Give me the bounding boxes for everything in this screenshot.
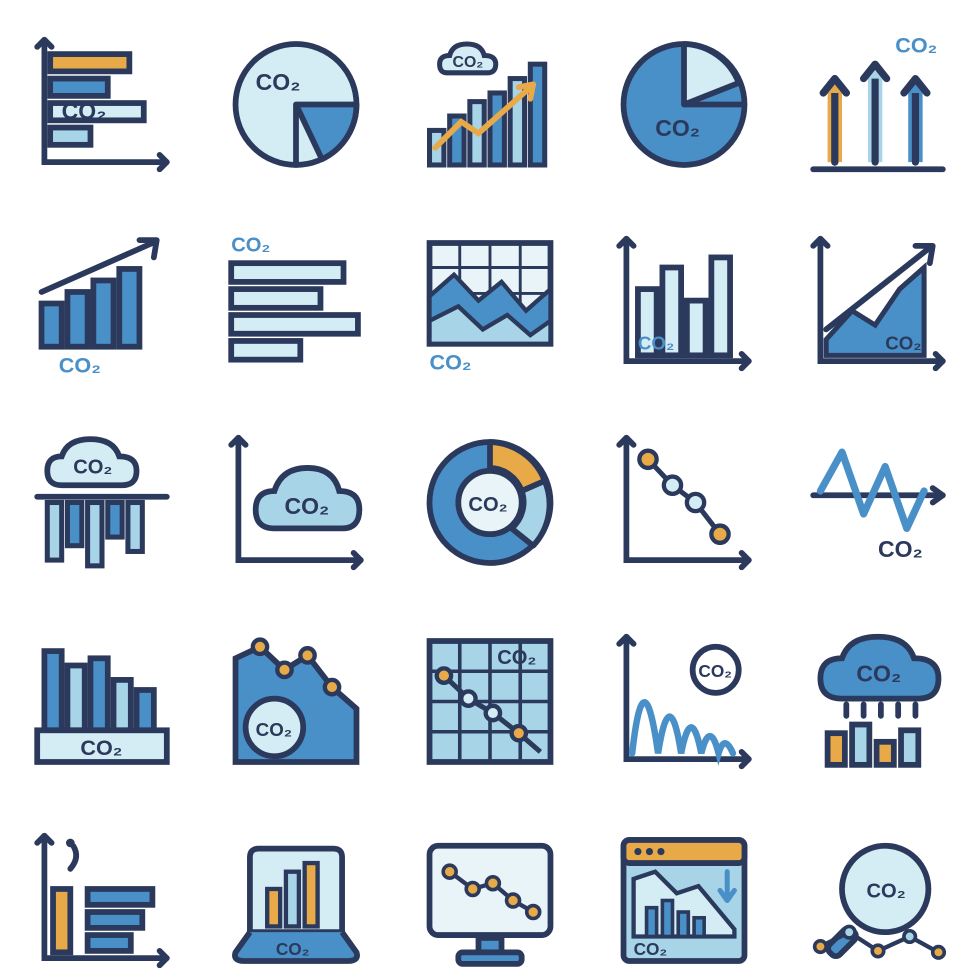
icon-cloud-rain-bars: CO₂ <box>806 627 950 776</box>
icon-magnifier: CO₂ <box>806 826 950 975</box>
co2-label: CO₂ <box>497 647 536 669</box>
icon-cloud-axes: CO₂ <box>224 428 368 577</box>
icon-arrows-up: CO₂ <box>806 30 950 179</box>
co2-label: CO₂ <box>256 719 292 740</box>
co2-label: CO₂ <box>698 661 732 681</box>
co2-label: CO₂ <box>655 115 700 141</box>
co2-label: CO₂ <box>231 235 270 257</box>
icon-scatter-down <box>612 428 756 577</box>
co2-label: CO₂ <box>468 494 507 516</box>
icon-grid-scatter: CO₂ <box>418 627 562 776</box>
svg-text:CO₂: CO₂ <box>453 54 484 71</box>
svg-text:CO₂: CO₂ <box>73 457 112 479</box>
icon-grid: CO₂ CO₂ CO₂ CO₂ CO₂ CO₂ CO₂ CO₂ CO₂ CO₂ … <box>0 0 980 980</box>
icon-factory-bars <box>30 826 174 975</box>
icon-pie-light: CO₂ <box>224 30 368 179</box>
icon-scatter-area: CO₂ <box>224 627 368 776</box>
co2-label: CO₂ <box>878 536 923 562</box>
co2-label: CO₂ <box>856 660 901 686</box>
co2-label: CO₂ <box>80 735 122 760</box>
co2-label: CO₂ <box>634 939 668 959</box>
icon-bars-growing: CO₂ <box>30 229 174 378</box>
icon-area-rising: CO₂ <box>806 229 950 378</box>
icon-wave-damped: CO₂ <box>612 627 756 776</box>
co2-label: CO₂ <box>284 493 329 519</box>
icon-window-chart: CO₂ <box>612 826 756 975</box>
icon-horiz-bars: CO₂ <box>224 229 368 378</box>
icon-pie-dark: CO₂ <box>612 30 756 179</box>
co2-label: CO₂ <box>638 333 674 354</box>
co2-label: CO₂ <box>256 69 301 95</box>
co2-label: CO₂ <box>430 350 472 375</box>
co2-label: CO₂ <box>885 333 921 354</box>
co2-label: CO₂ <box>895 33 937 58</box>
co2-label: CO₂ <box>866 881 905 903</box>
co2-label: CO₂ <box>62 98 107 124</box>
icon-area-grid: CO₂ <box>418 229 562 378</box>
icon-cloud-bars-down: CO₂ <box>30 428 174 577</box>
icon-bars-platform: CO₂ <box>30 627 174 776</box>
co2-label: CO₂ <box>276 939 310 959</box>
co2-label: CO₂ <box>59 353 101 378</box>
icon-bars-light: CO₂ <box>612 229 756 378</box>
icon-line-volatile: CO₂ <box>806 428 950 577</box>
icon-bar-horiz-co2: CO₂ <box>30 30 174 179</box>
icon-donut: CO₂ <box>418 428 562 577</box>
icon-cloud-bars-up: CO₂ <box>418 30 562 179</box>
icon-laptop-chart: CO₂ <box>224 826 368 975</box>
icon-monitor-line <box>418 826 562 975</box>
